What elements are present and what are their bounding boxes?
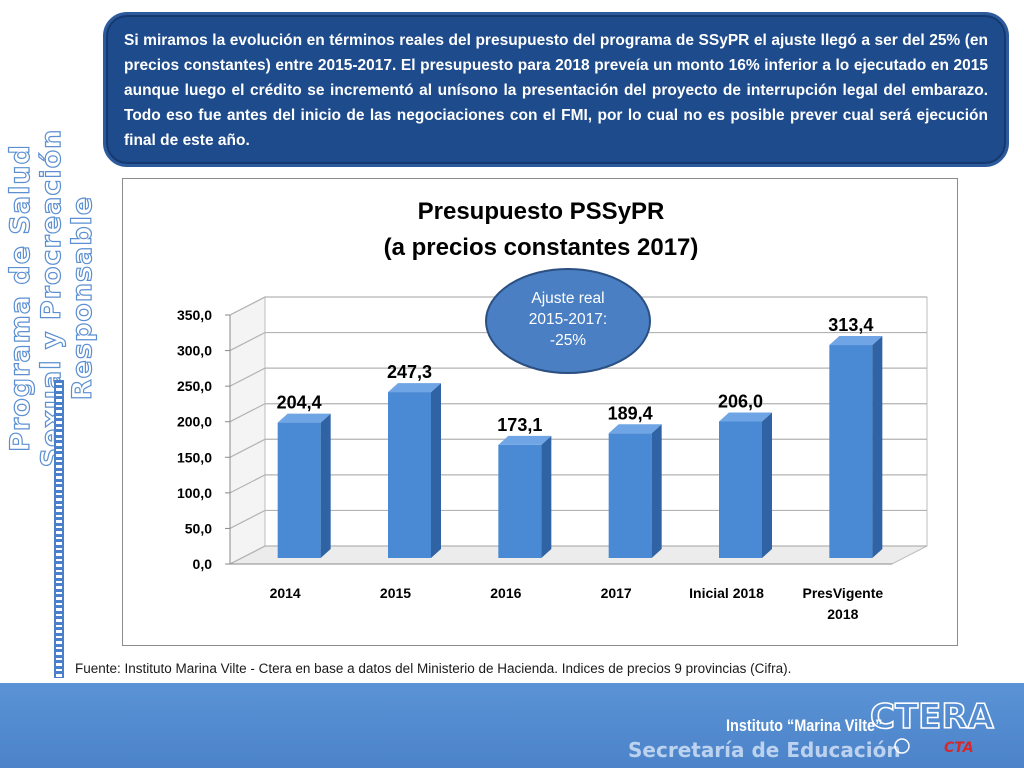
bar-side	[320, 413, 331, 558]
bar-top	[498, 435, 552, 445]
footer-secretaria: Secretaría de Educación	[628, 738, 901, 762]
bar-side	[872, 336, 883, 558]
cta-logo-text: CTA	[944, 740, 974, 756]
e-logo-icon	[894, 738, 910, 754]
gridline	[229, 438, 927, 458]
bar-top	[388, 383, 441, 393]
bar-front	[277, 422, 321, 558]
callout-text: Si miramos la evolución en términos real…	[124, 32, 988, 149]
bar-side	[431, 383, 441, 558]
budget-bar-chart: Presupuesto PSSyPR (a precios constantes …	[177, 198, 928, 622]
x-tick-label: 2017	[601, 585, 632, 601]
chart-floor	[229, 545, 928, 565]
y-tick-label: 50,0	[185, 520, 212, 536]
greek-key-border	[54, 380, 64, 678]
annotation-text: Ajuste real	[531, 290, 604, 307]
footer-org-name: Instituto “Marina Vilte”	[726, 716, 883, 735]
bar-value-label: 189,4	[608, 403, 653, 423]
footer-bar	[0, 683, 1024, 768]
x-tick-label: 2014	[270, 585, 301, 601]
ctera-logo: CTERA CTA	[869, 696, 995, 756]
bar-top	[608, 424, 662, 434]
gridline	[229, 296, 927, 316]
annotation-ellipse	[485, 268, 651, 374]
chart-frame: Presupuesto PSSyPR (a precios constantes …	[122, 178, 958, 646]
y-tick-label: 300,0	[177, 343, 212, 359]
gridline	[229, 367, 927, 387]
source-note: Fuente: Instituto Marina Vilte - Ctera e…	[75, 661, 792, 676]
y-tick-label: 100,0	[177, 485, 212, 501]
x-tick-label: Inicial 2018	[689, 585, 764, 601]
y-tick-label: 350,0	[177, 307, 212, 323]
side-title-line3: Responsable	[66, 195, 98, 401]
bar-front	[388, 392, 431, 558]
side-title-line1: Programa de Salud	[4, 144, 36, 453]
x-tick-label: 2016	[490, 585, 521, 601]
gridline	[229, 509, 927, 529]
callout-box: Si miramos la evolución en términos real…	[103, 12, 1009, 167]
bar-value-label: 204,4	[277, 393, 322, 413]
bar-value-label: 313,4	[828, 315, 873, 335]
bar-top	[719, 412, 772, 422]
bar-front	[719, 421, 762, 558]
gridline	[229, 474, 927, 494]
y-tick-label: 250,0	[177, 378, 212, 394]
gridline	[229, 331, 927, 352]
bar-value-label: 247,3	[387, 362, 432, 382]
bar-value-label: 173,1	[497, 415, 542, 435]
bar-top	[829, 336, 883, 346]
bar-front	[498, 444, 542, 558]
gridline	[229, 403, 927, 423]
bar-side	[651, 424, 662, 558]
bar-front	[608, 433, 652, 558]
bar-side	[762, 412, 772, 558]
chart-title-line2: (a precios constantes 2017)	[384, 234, 699, 261]
bar-front	[829, 345, 873, 558]
x-tick-label: PresVigente	[802, 585, 883, 601]
chart-title-line1: Presupuesto PSSyPR	[418, 198, 665, 225]
annotation-text: 2015-2017:	[529, 311, 607, 328]
ctera-logo-text: CTERA	[870, 697, 995, 737]
bar-side	[541, 435, 552, 558]
x-tick-label: 2018	[827, 606, 858, 622]
annotation-text: -25%	[550, 332, 586, 349]
bar-value-label: 206,0	[718, 391, 763, 411]
bar-top	[277, 413, 331, 423]
y-tick-label: 200,0	[177, 414, 212, 430]
gridline	[229, 545, 927, 565]
y-tick-label: 0,0	[193, 556, 213, 572]
x-tick-label: 2015	[380, 585, 411, 601]
y-tick-label: 150,0	[177, 449, 212, 465]
chart-side-wall	[229, 296, 266, 565]
